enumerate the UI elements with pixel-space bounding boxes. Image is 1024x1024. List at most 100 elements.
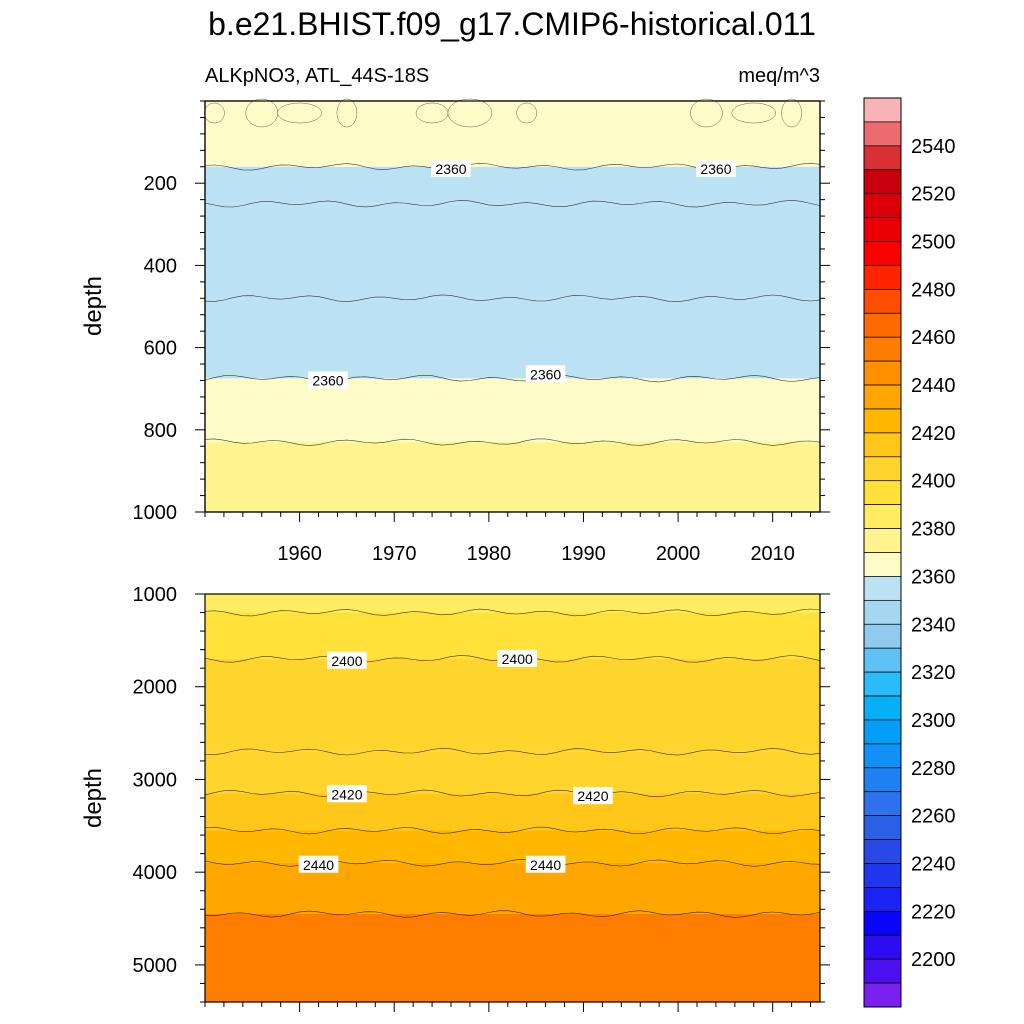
surface-patch: [781, 98, 802, 128]
contour-label-upper-1: 2360: [700, 161, 731, 177]
y-tick-label-upper-600: 600: [144, 338, 177, 360]
surface-patch: [204, 102, 225, 124]
contour-line-upper-4: [204, 374, 821, 383]
colorbar-box-0: [863, 97, 902, 123]
surface-patch: [447, 98, 493, 128]
contour-label-bg-upper-0: [431, 159, 471, 177]
colorbar-box-23: [863, 647, 902, 673]
colorbar-frame: [863, 97, 902, 1008]
colorbar-box-13: [863, 408, 902, 434]
contour-label-lower-3: 2420: [577, 788, 608, 804]
colorbar-box-15: [863, 456, 902, 482]
colorbar-box-12: [863, 384, 902, 410]
contour-line-lower-3: [204, 747, 821, 756]
colorbar-label-2340: 2340: [911, 614, 956, 636]
colorbar-box-29: [863, 791, 902, 816]
colorbar-box-10: [863, 336, 902, 362]
colorbar-box-21: [863, 599, 902, 625]
colorbar-box-27: [863, 743, 902, 769]
surface-patch: [245, 98, 279, 128]
colorbar-label-2300: 2300: [911, 710, 956, 732]
layer-band-lower-2: [205, 658, 820, 752]
colorbar-box-24: [863, 671, 902, 697]
colorbar-box-26: [863, 719, 902, 745]
surface-patch: [336, 98, 358, 128]
colorbar-label-2320: 2320: [911, 662, 956, 684]
colorbar-box-14: [863, 432, 902, 458]
colorbar-label-2360: 2360: [911, 566, 956, 588]
colorbar-box-18: [863, 528, 902, 553]
colorbar-box-19: [863, 552, 902, 577]
y-tick-label-lower-1000: 1000: [133, 584, 178, 606]
contour-label-bg-lower-4: [298, 855, 339, 873]
colorbar-box-7: [863, 265, 902, 290]
colorbar-label-2280: 2280: [911, 758, 956, 780]
surface-patch: [415, 102, 449, 124]
contour-line-upper-5: [204, 438, 821, 446]
colorbar-box-34: [863, 910, 902, 936]
contour-line-lower-4: [204, 789, 821, 798]
contour-label-bg-upper-3: [525, 365, 566, 383]
colorbar-box-8: [863, 289, 902, 314]
colorbar-box-22: [863, 623, 902, 649]
layer-band-lower-3: [205, 751, 820, 794]
panel-upper: 200 400 600 800 1000 1960 1970 1980 1990 2000 2010…: [133, 98, 830, 565]
y-tick-label-lower-4000: 4000: [133, 862, 178, 884]
variable-label: ALKpNO3, ATL_44S-18S: [205, 65, 429, 87]
x-tick-label-2000: 2000: [656, 543, 701, 565]
colorbar-label-2540: 2540: [911, 136, 956, 158]
colorbar-box-31: [863, 839, 902, 864]
colorbar-label-2240: 2240: [911, 853, 956, 875]
colorbar-label-2460: 2460: [911, 327, 956, 349]
colorbar-box-32: [863, 863, 902, 888]
contour-label-upper-2: 2360: [312, 372, 343, 388]
x-tick-label-1960: 1960: [277, 543, 322, 565]
colorbar-box-4: [863, 193, 902, 218]
layer-band-lower-0: [205, 594, 820, 613]
contour-label-bg-lower-5: [525, 855, 566, 873]
units-label: meq/m^3: [738, 65, 820, 87]
surface-patch: [516, 102, 537, 124]
layer-band-lower-7: [205, 913, 820, 1002]
colorbar-box-28: [863, 767, 902, 793]
y-tick-label-upper-800: 800: [144, 420, 177, 442]
colorbar-label-2440: 2440: [911, 375, 956, 397]
colorbar-label-2520: 2520: [911, 184, 956, 206]
contour-line-lower-7: [204, 910, 821, 918]
y-tick-label-lower-2000: 2000: [133, 677, 178, 699]
colorbar-label-2200: 2200: [911, 949, 956, 971]
y-tick-label-upper-1000: 1000: [133, 502, 178, 524]
colorbar-label-2220: 2220: [911, 901, 956, 923]
colorbar-box-16: [863, 480, 902, 506]
layer-band-lower-5: [205, 830, 820, 863]
colorbar-label-2260: 2260: [911, 806, 956, 828]
colorbar-box-37: [863, 982, 902, 1008]
colorbar-label-2400: 2400: [911, 471, 956, 493]
colorbar-label-2500: 2500: [911, 232, 956, 254]
colorbar-box-2: [863, 145, 902, 171]
contour-label-lower-5: 2440: [530, 857, 561, 873]
surface-patch: [731, 102, 777, 124]
layer-band-upper-3: [205, 298, 820, 379]
x-tick-label-1990: 1990: [561, 543, 606, 565]
contour-label-bg-lower-3: [573, 787, 613, 805]
layer-band-upper-5: [205, 442, 820, 512]
colorbar-box-6: [863, 241, 902, 266]
surface-patch: [690, 98, 723, 128]
contour-label-lower-0: 2400: [331, 653, 362, 669]
colorbar-box-5: [863, 217, 902, 242]
colorbar-label-2480: 2480: [911, 279, 956, 301]
y-axis-label-lower: depth: [80, 768, 107, 828]
contour-label-bg-upper-2: [308, 371, 348, 389]
contour-label-bg-lower-0: [327, 651, 367, 669]
y-tick-label-upper-200: 200: [144, 173, 177, 195]
contour-line-lower-1: [204, 608, 821, 617]
x-tick-label-1970: 1970: [372, 543, 417, 565]
colorbar-label-2380: 2380: [911, 519, 956, 541]
contour-label-upper-3: 2360: [530, 366, 561, 382]
colorbar-box-3: [863, 169, 902, 195]
contour-label-upper-0: 2360: [435, 161, 466, 177]
contour-label-bg-lower-1: [497, 649, 538, 667]
colorbar: 2540 2520 2500 2480 2460 2440 2420 2400 2380 2360…: [863, 97, 956, 1008]
